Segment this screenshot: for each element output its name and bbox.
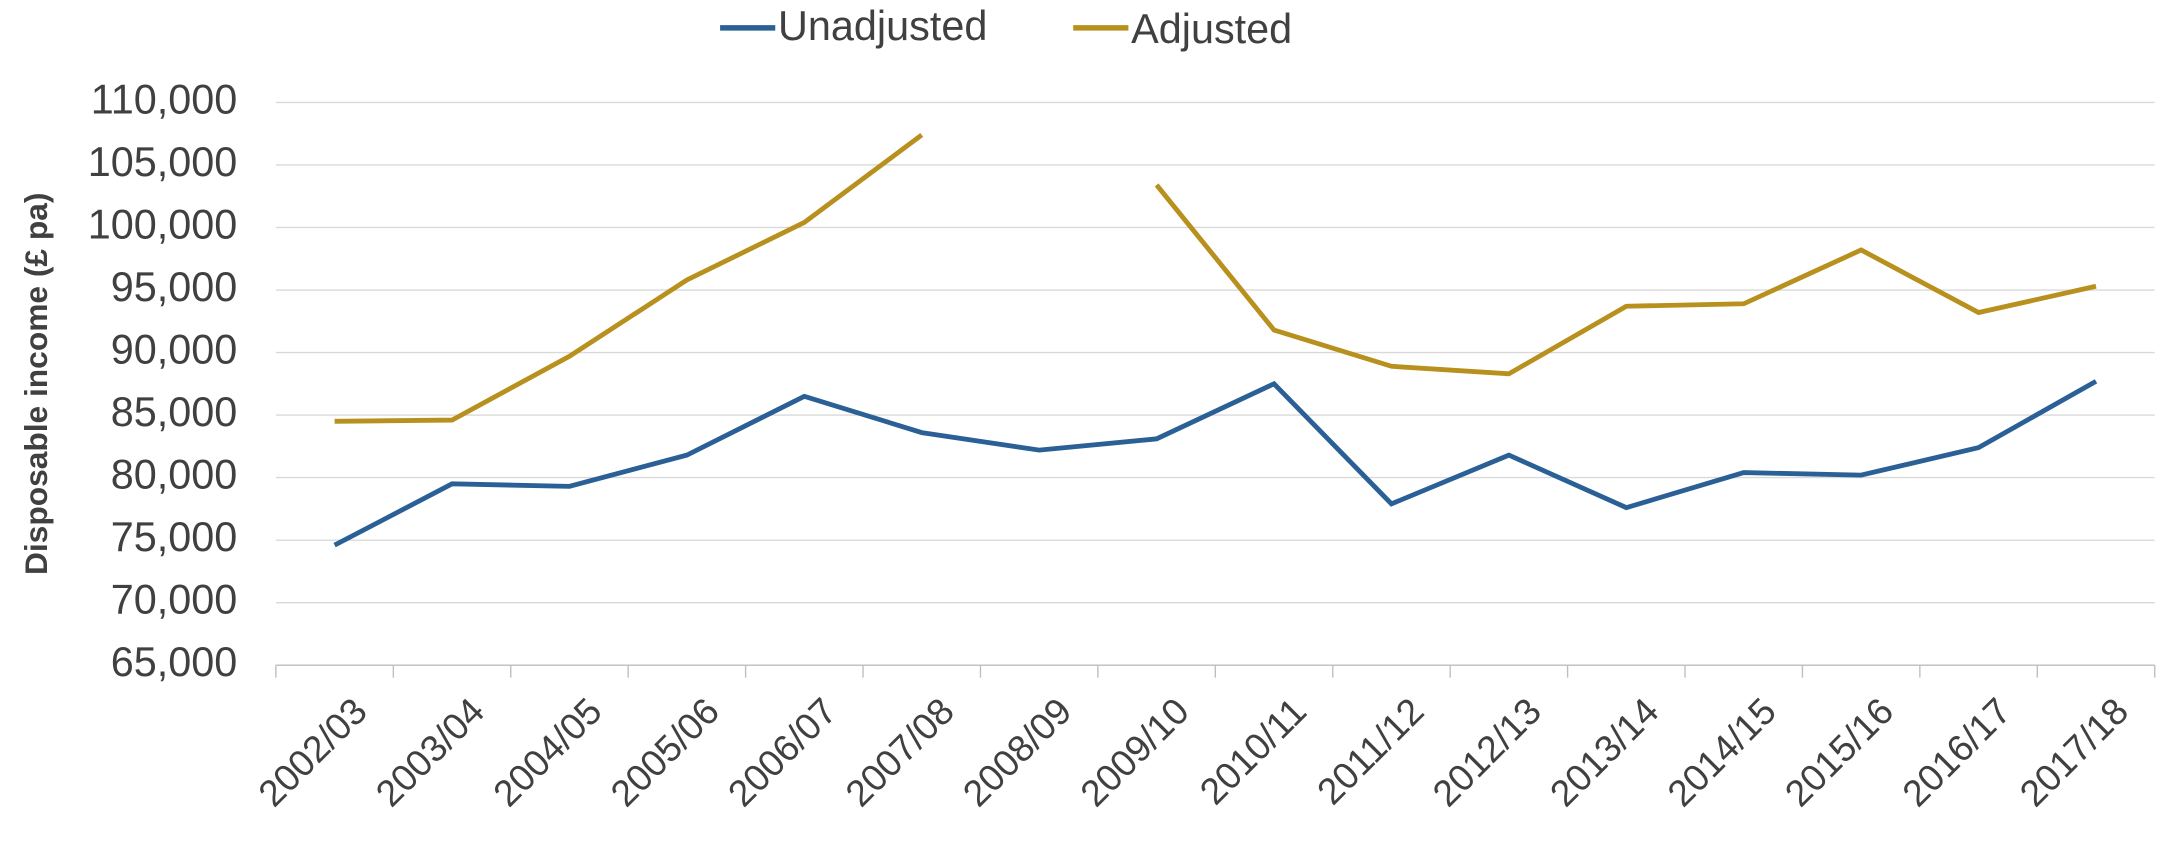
series-line [334,132,924,424]
y-tick-label: 75,000 [111,514,238,560]
x-tick-label: 2013/14 [1542,690,1667,815]
x-tick-label: 2002/03 [250,690,375,815]
x-tick-label: 2016/17 [1894,690,2019,815]
y-tick-label: 105,000 [88,139,238,185]
x-tick-label: 2011/12 [1309,690,1432,813]
x-tick-label: 2014/15 [1659,690,1784,815]
x-tick-label: 2003/04 [367,690,492,815]
y-tick-label: 100,000 [88,201,238,247]
series-line [1154,183,2097,377]
x-tick-label: 2015/16 [1776,690,1901,815]
y-tick-label: 80,000 [111,452,238,498]
y-tick-label: 110,000 [91,76,238,122]
x-tick-label: 2005/06 [602,690,727,815]
y-tick-label: 70,000 [111,577,238,623]
x-tick-label: 2017/18 [2011,690,2136,815]
y-tick-label: 90,000 [111,326,238,372]
x-tick-label: 2006/07 [720,690,845,815]
x-tick-label: 2007/08 [837,690,962,815]
x-tick-label: 2004/05 [485,690,610,815]
y-tick-label: 95,000 [111,264,238,310]
y-tick-label: 85,000 [111,389,238,435]
legend-label: Adjusted [1131,6,1292,52]
x-tick-label: 2010/11 [1191,690,1314,813]
x-tick-label: 2009/10 [1072,690,1197,815]
x-tick-label: 2012/13 [1424,690,1549,815]
x-tick-label: 2008/09 [955,690,1080,815]
legend-label: Unadjusted [778,3,987,49]
series-line [333,379,2098,548]
y-tick-label: 65,000 [111,639,238,685]
y-axis-label: Disposable income (£ pa) [18,193,54,575]
